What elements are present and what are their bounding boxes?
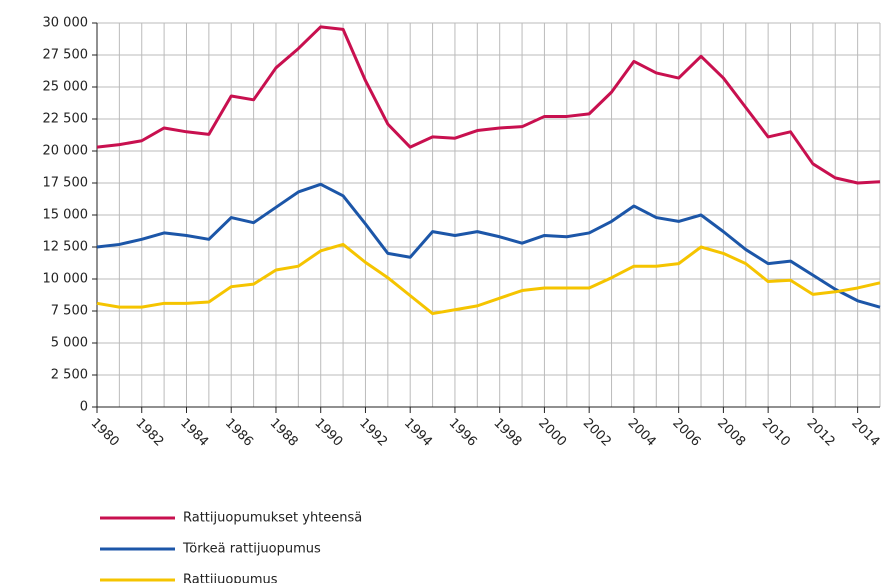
- y-tick-label: 2 500: [51, 368, 88, 383]
- x-tick-label: 1998: [490, 416, 524, 450]
- x-tick-label: 1996: [446, 416, 480, 450]
- x-tick-label: 1980: [88, 416, 122, 450]
- x-tick-label: 2006: [669, 416, 703, 450]
- y-tick-label: 5 000: [51, 336, 88, 351]
- legend-label: Rattijuopumus: [183, 573, 278, 583]
- line-series: [96, 242, 881, 316]
- x-tick-label: 2002: [580, 416, 614, 450]
- y-tick-label: 17 500: [43, 176, 89, 191]
- x-tick-label: 1992: [356, 416, 390, 450]
- x-tick-label: 1988: [267, 416, 301, 450]
- legend-label: Törkeä rattijuopumus: [182, 542, 321, 557]
- x-tick-label: 2000: [535, 416, 569, 450]
- line-series: [96, 182, 881, 309]
- y-tick-label: 25 000: [43, 80, 89, 95]
- line-series: [96, 25, 881, 185]
- y-tick-label: 22 500: [43, 112, 89, 127]
- x-tick-label: 1984: [177, 416, 211, 450]
- y-tick-label: 27 500: [43, 48, 89, 63]
- y-tick-label: 15 000: [43, 208, 89, 223]
- y-tick-label: 20 000: [43, 144, 89, 159]
- legend-label: Rattijuopumukset yhteensä: [183, 511, 362, 526]
- x-tick-label: 1982: [132, 416, 166, 450]
- y-tick-label: 10 000: [43, 272, 89, 287]
- x-tick-label: 1994: [401, 416, 435, 450]
- x-tick-label: 1986: [222, 416, 256, 450]
- y-tick-label: 0: [80, 400, 88, 415]
- x-tick-label: 1990: [311, 416, 345, 450]
- y-tick-label: 30 000: [43, 16, 89, 31]
- x-tick-label: 2012: [804, 416, 838, 450]
- x-tick-label: 2014: [848, 416, 882, 450]
- x-tick-label: 2010: [759, 416, 793, 450]
- x-tick-label: 2004: [625, 416, 659, 450]
- y-tick-label: 7 500: [51, 304, 88, 319]
- y-tick-label: 12 500: [43, 240, 89, 255]
- x-tick-label: 2008: [714, 416, 748, 450]
